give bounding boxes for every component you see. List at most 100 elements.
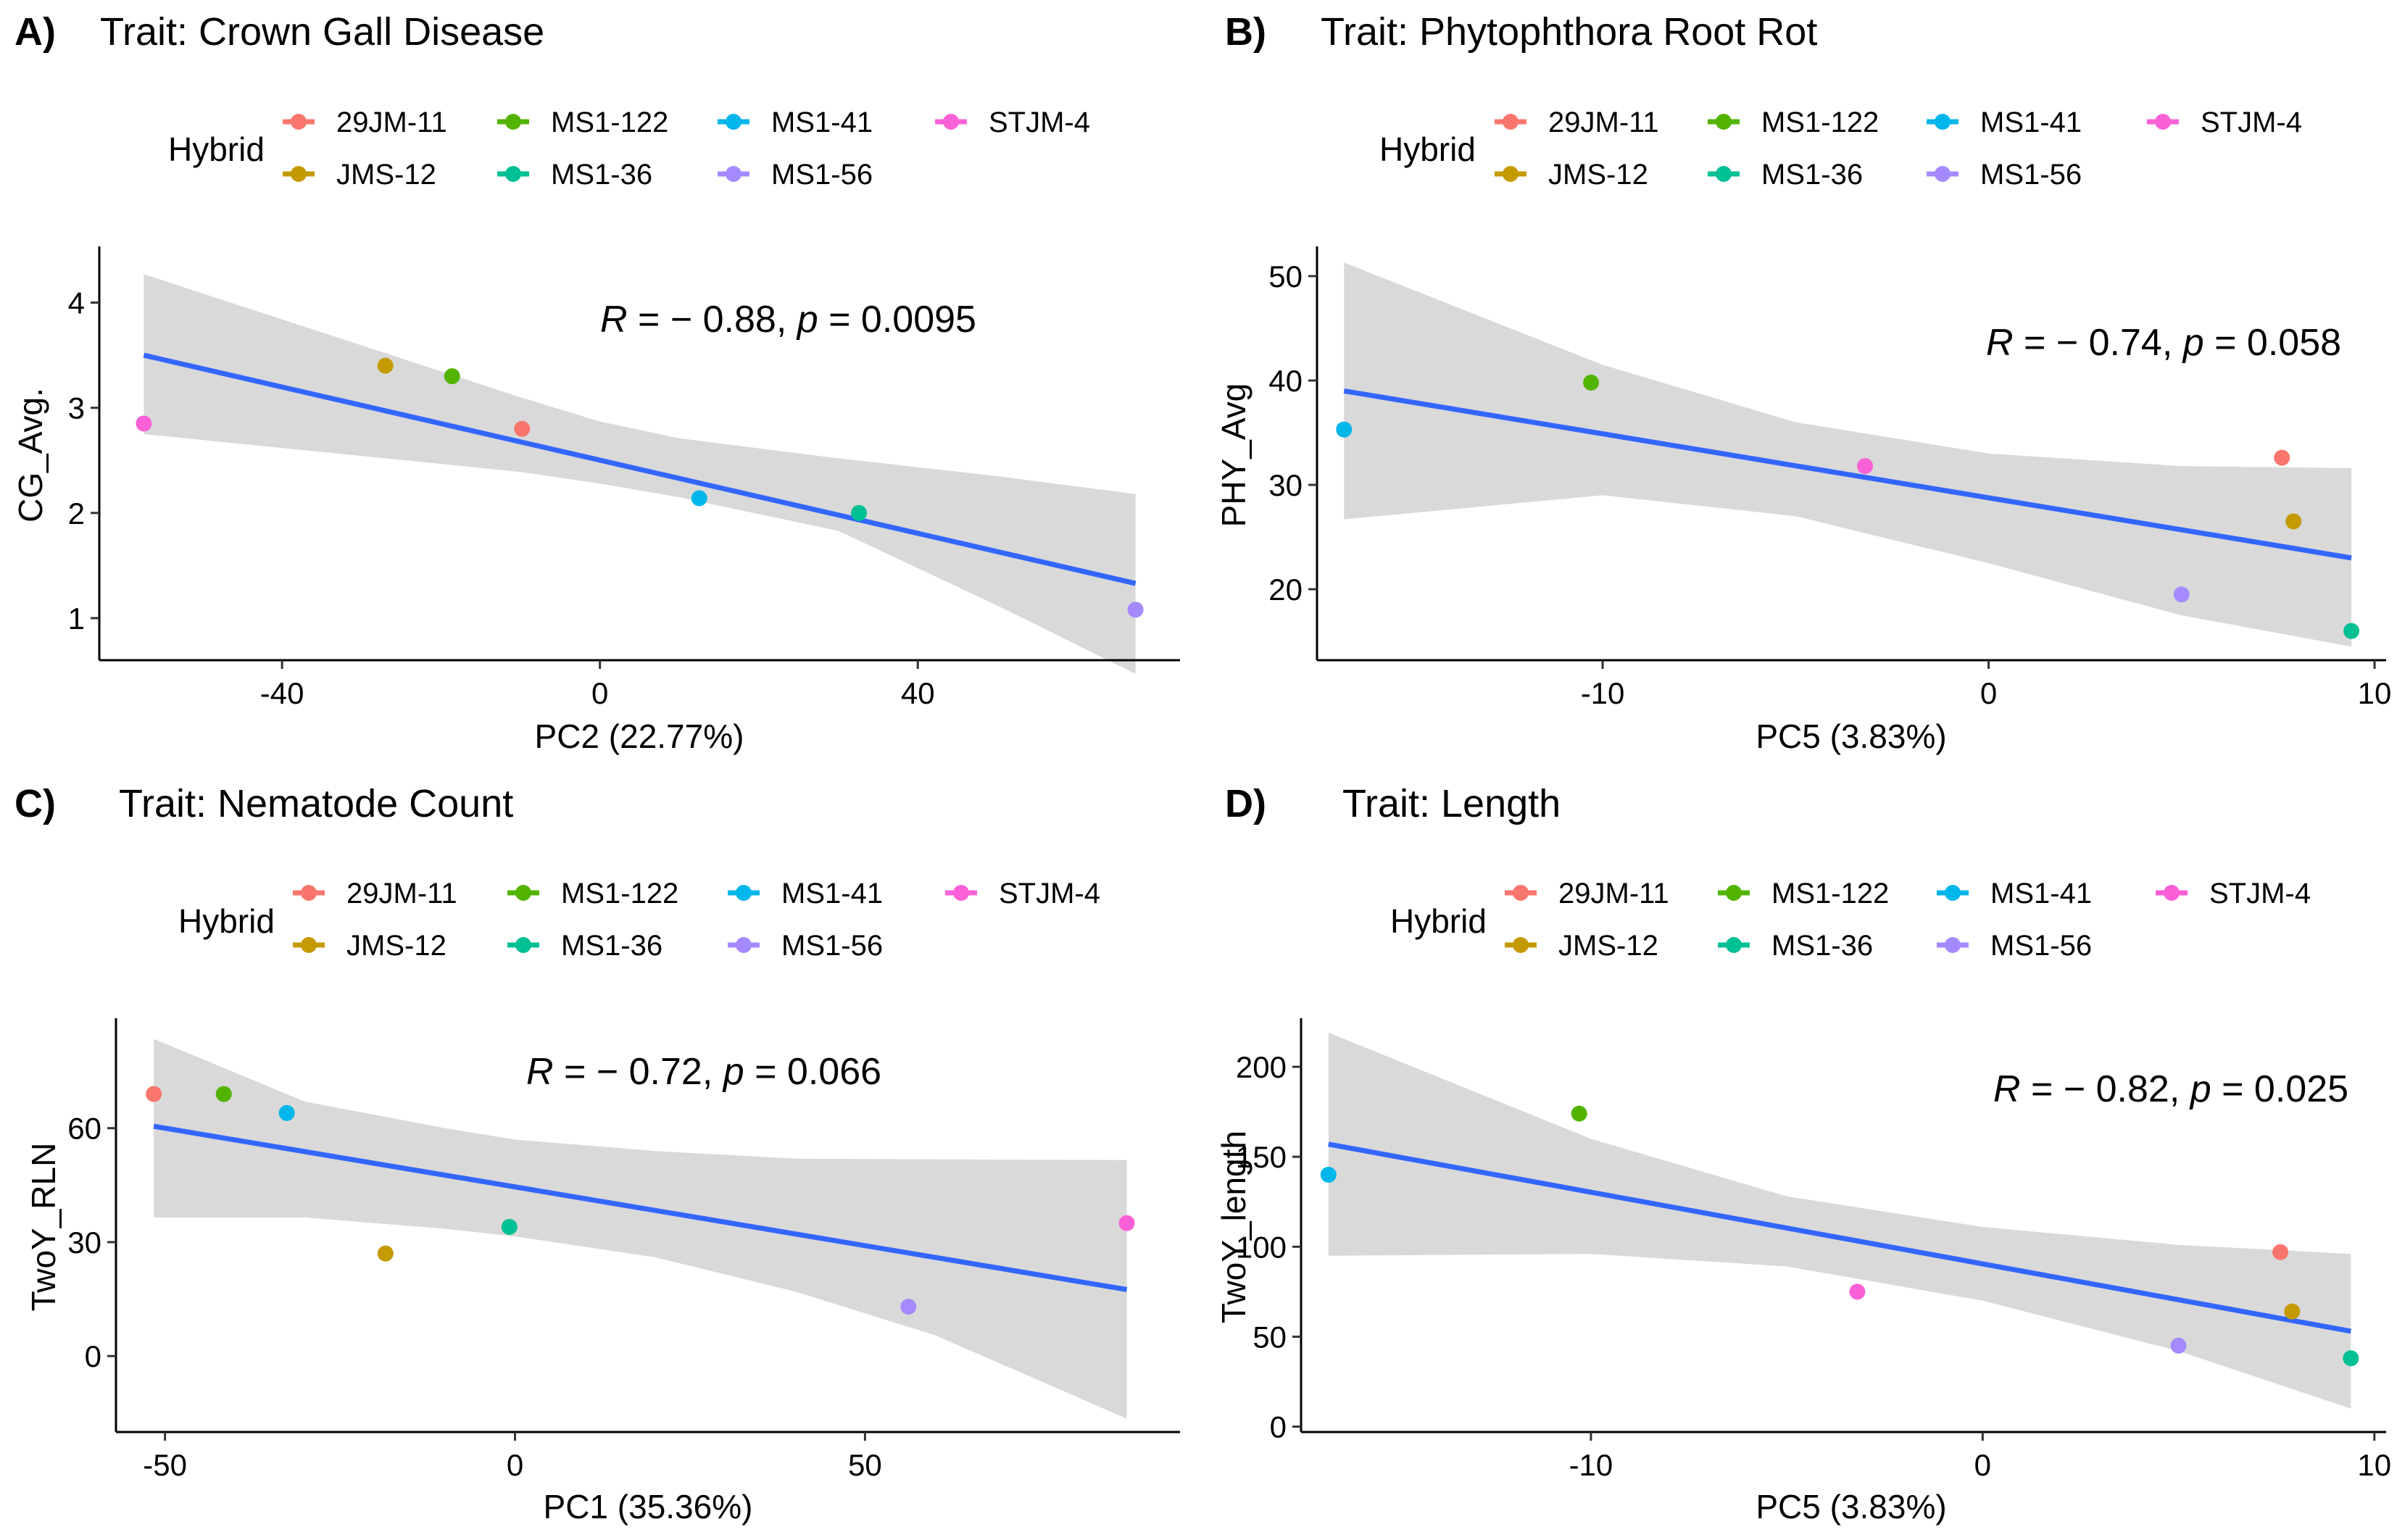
- data-point-ms1-36: [501, 1219, 518, 1235]
- legend-key-dot: [953, 885, 969, 901]
- x-tick-label: 50: [848, 1448, 882, 1482]
- legend-key: [293, 937, 325, 953]
- y-tick-label: 0: [85, 1339, 101, 1373]
- data-point-ms1-41: [1336, 421, 1353, 438]
- stat-R: R: [1986, 322, 2014, 364]
- y-tick-label: 1: [68, 602, 85, 636]
- legend-key-dot: [291, 114, 307, 130]
- legend-key-dot: [301, 885, 317, 901]
- stat-R: R: [1993, 1068, 2021, 1110]
- legend-label: STJM-4: [2201, 107, 2302, 138]
- legend: Hybrid 29JM-11 JMS-12 MS1-122 MS1-36 MS1-41 MS…: [1390, 878, 2311, 962]
- x-tick-label: -10: [1581, 676, 1625, 710]
- data-point-ms1-122: [215, 1086, 232, 1102]
- panel-2: B) Trait: Phytophthora Root Rot Hybrid 29JM…: [1215, 10, 2391, 755]
- legend-key-dot: [943, 114, 959, 130]
- legend-key-dot: [505, 166, 521, 182]
- y-tick-label: 2: [68, 496, 85, 530]
- panel-letter: D): [1225, 782, 1266, 825]
- stat-R: R: [600, 299, 628, 341]
- legend-label: MS1-56: [1990, 930, 2092, 962]
- y-axis-label: TwoY_length: [1215, 1131, 1252, 1323]
- data-point-29jm-11: [2272, 1244, 2289, 1260]
- data-point-ms1-56: [900, 1299, 917, 1315]
- data-point-ms1-122: [444, 368, 460, 385]
- y-tick-label: 4: [68, 286, 85, 320]
- data-point-stjm-4: [136, 415, 152, 432]
- panel-letter: A): [14, 10, 56, 54]
- legend-key: [1495, 166, 1526, 182]
- data-point-ms1-41: [691, 490, 707, 507]
- legend-key-dot: [726, 114, 741, 130]
- legend-key-dot: [2164, 885, 2180, 901]
- panel-4: D) Trait: Length Hybrid 29JM-11 JMS-12 MS1-12…: [1215, 782, 2391, 1526]
- legend-label: MS1-56: [771, 159, 873, 191]
- x-tick-label: -40: [260, 676, 304, 710]
- legend-label: MS1-36: [1771, 930, 1873, 962]
- legend-key: [728, 885, 760, 901]
- legend: Hybrid 29JM-11 JMS-12 MS1-122 MS1-36 MS1-41 MS…: [168, 107, 1090, 191]
- x-tick-label: 0: [1980, 676, 1997, 710]
- legend-key: [2147, 114, 2179, 130]
- legend: Hybrid 29JM-11 JMS-12 MS1-122 MS1-36 MS1-41 MS…: [178, 878, 1100, 962]
- legend-label: 29JM-11: [1558, 878, 1669, 910]
- legend-label: MS1-36: [551, 159, 652, 191]
- stat-p-value: = 0.066: [744, 1051, 881, 1093]
- legend-key-dot: [1503, 166, 1519, 182]
- data-point-jms-12: [377, 357, 394, 374]
- regression-line: [153, 1123, 1128, 1292]
- data-point-stjm-4: [1857, 458, 1874, 475]
- legend-key: [1495, 114, 1526, 130]
- data-point-ms1-56: [1127, 602, 1144, 618]
- legend: Hybrid 29JM-11 JMS-12 MS1-122 MS1-36 MS1-41 MS…: [1379, 107, 2302, 191]
- regression-line: [1343, 388, 2352, 561]
- legend-label: STJM-4: [999, 878, 1100, 910]
- data-point-ms1-56: [2170, 1337, 2187, 1354]
- legend-key-dot: [515, 885, 531, 901]
- legend-key: [945, 885, 977, 901]
- y-tick-label: 40: [1268, 364, 1303, 398]
- legend-key-dot: [736, 885, 752, 901]
- y-axis-label: PHY_Avg: [1215, 383, 1252, 528]
- legend-key-dot: [291, 166, 307, 182]
- legend-key: [507, 885, 539, 901]
- y-tick-label: 30: [67, 1225, 101, 1260]
- data-point-ms1-36: [2343, 623, 2360, 639]
- stat-p: p: [796, 299, 818, 341]
- legend-label: JMS-12: [336, 159, 436, 191]
- correlation-annotation: R = − 0.72, p = 0.066: [526, 1051, 881, 1093]
- data-point-jms-12: [2284, 1303, 2301, 1320]
- legend-key: [497, 166, 529, 182]
- y-tick-label: 20: [1268, 573, 1303, 607]
- legend-key-dot: [736, 937, 752, 953]
- data-point-ms1-56: [2173, 586, 2190, 603]
- y-tick-label: 150: [1236, 1140, 1287, 1174]
- stat-p: p: [2182, 322, 2204, 364]
- legend-title: Hybrid: [178, 902, 275, 940]
- legend-key-dot: [1935, 114, 1951, 130]
- legend-key: [1505, 885, 1537, 901]
- y-tick-label: 50: [1268, 259, 1303, 294]
- x-axis-label: PC5 (3.83%): [1756, 1488, 1946, 1526]
- legend-label: STJM-4: [989, 107, 1090, 138]
- legend-label: MS1-122: [561, 878, 678, 910]
- legend-label: MS1-36: [561, 930, 662, 962]
- legend-key-dot: [505, 114, 521, 130]
- stat-p: p: [2189, 1068, 2211, 1110]
- legend-label: MS1-122: [551, 107, 668, 138]
- panel-title: Trait: Nematode Count: [119, 782, 513, 825]
- x-tick-label: 40: [901, 676, 935, 710]
- x-tick-label: 0: [507, 1448, 523, 1482]
- legend-key: [293, 885, 325, 901]
- legend-title: Hybrid: [1390, 902, 1487, 940]
- data-point-29jm-11: [514, 420, 531, 437]
- legend-label: 29JM-11: [1548, 107, 1659, 138]
- panel-letter: B): [1225, 10, 1266, 54]
- legend-key-dot: [1726, 885, 1742, 901]
- data-point-29jm-11: [2274, 449, 2290, 466]
- panel-letter: C): [14, 782, 56, 825]
- y-tick-label: 0: [1270, 1410, 1287, 1444]
- legend-label: MS1-122: [1761, 107, 1879, 138]
- data-point-ms1-36: [2343, 1350, 2359, 1367]
